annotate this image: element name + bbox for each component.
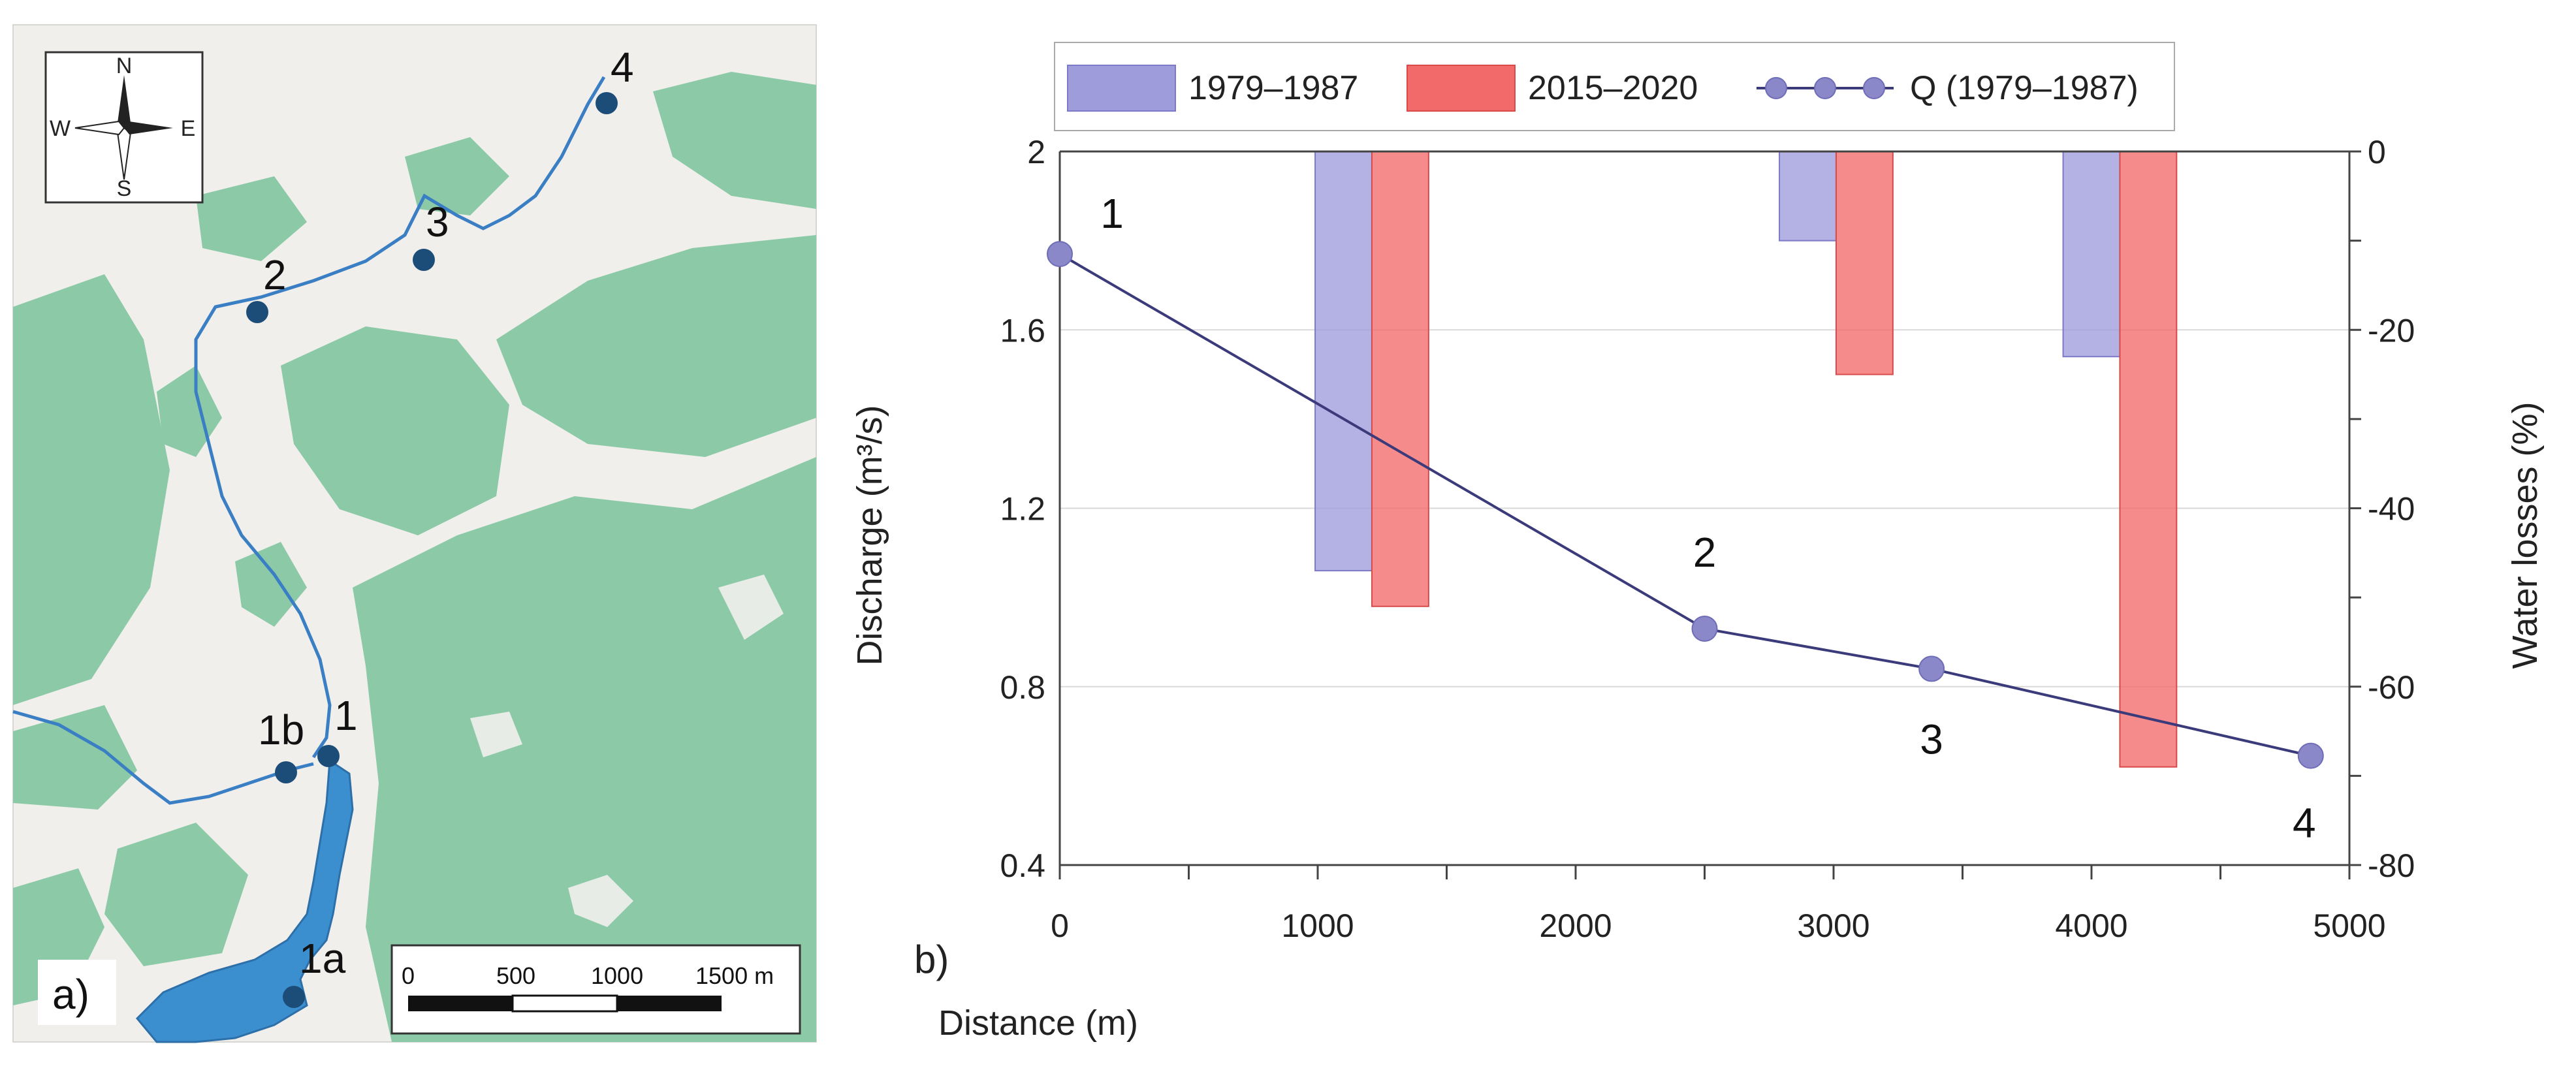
compass-north-arrow: [118, 75, 131, 128]
discharge-polyline: [1058, 253, 2312, 757]
compass-s: S: [117, 176, 132, 201]
chart-panel: 1979–1987 2015–2020 Q (1979–1987) 1 2 3 4 0…: [829, 0, 2576, 1069]
y-left-tick-label: 0.8: [1000, 669, 1045, 706]
svg-text:a): a): [52, 971, 89, 1018]
bars: [1314, 151, 2178, 768]
point-4-marker: [596, 92, 618, 114]
y-right-tick-label: -60: [2368, 669, 2415, 706]
y-axis-left-title: Discharge (m³/s): [850, 405, 889, 665]
legend-label-2015-2020: 2015–2020: [1528, 69, 1698, 107]
scale-tick-1000: 1000: [591, 962, 643, 989]
legend-label-q: Q (1979–1987): [1910, 69, 2139, 107]
axes: [1058, 150, 2361, 879]
x-tick-label: 1000: [1281, 907, 1354, 944]
point-1a-marker: [283, 986, 305, 1008]
compass-n: N: [116, 54, 133, 78]
y-right-tick-label: -80: [2368, 847, 2415, 884]
legend-marker-q: [1765, 77, 1787, 99]
y-right-tick-label: -40: [2368, 491, 2415, 528]
chart-panel-label: b): [914, 938, 949, 981]
y-right-tick-label: 0: [2368, 134, 2386, 170]
legend-label-1979-1987: 1979–1987: [1188, 69, 1358, 107]
point-1-marker: [317, 745, 340, 767]
map-panel-label: a): [38, 960, 116, 1025]
sampling-points: [246, 92, 618, 1008]
legend-marker-q: [1863, 77, 1885, 99]
river-tributary: [12, 710, 314, 805]
point-labels: 1 1b 1a 2 3 4: [258, 44, 634, 982]
discharge-point-4: [2297, 742, 2324, 769]
discharge-point-2: [1691, 615, 1718, 642]
clearings: [470, 575, 784, 927]
legend-swatch-1979-1987: [1067, 65, 1176, 112]
point-1a-label: 1a: [299, 935, 346, 982]
x-tick-label: 3000: [1797, 907, 1869, 944]
point-2-label: 2: [263, 251, 287, 298]
legend-marker-q: [1814, 77, 1836, 99]
x-tick-label: 2000: [1539, 907, 1612, 944]
y-left-tick-label: 1.2: [1000, 491, 1045, 528]
chart-point-labels: 1 2 3 4: [1100, 190, 2315, 847]
point-3-label: 3: [426, 198, 449, 245]
chart-svg: 1979–1987 2015–2020 Q (1979–1987) 1 2 3 4 0…: [850, 42, 2545, 1043]
forest-areas: [13, 72, 816, 1042]
scale-tick-500: 500: [496, 962, 535, 989]
legend-box: [1054, 42, 2175, 131]
legend-swatch-2015-2020: [1407, 65, 1516, 112]
bar-1979-1987-0: [1314, 151, 1373, 572]
y-left-tick-label: 2: [1027, 134, 1045, 170]
x-tick-label: 4000: [2055, 907, 2127, 944]
compass-e: E: [181, 116, 196, 141]
bar-2015-2020-2: [2119, 151, 2178, 768]
x-axis-title: Distance (m): [938, 1003, 1138, 1043]
x-tick-label: 5000: [2313, 907, 2385, 944]
compass-rose: N S E W: [44, 51, 204, 204]
bar-2015-2020-0: [1371, 151, 1429, 607]
discharge-line: [1047, 241, 2324, 769]
compass-w: W: [50, 116, 71, 141]
x-tick-label: 0: [1051, 907, 1069, 944]
scale-bar: 0 500 1000 1500 m: [390, 944, 801, 1035]
bar-1979-1987-2: [2062, 151, 2121, 358]
chart-point-label-1: 1: [1100, 190, 1124, 237]
bar-1979-1987-1: [1779, 151, 1837, 242]
y-right-tick-label: -20: [2368, 312, 2415, 349]
scale-tick-0: 0: [402, 962, 415, 989]
bar-2015-2020-1: [1835, 151, 1894, 375]
y-left-tick-label: 0.4: [1000, 847, 1045, 884]
discharge-point-1: [1047, 241, 1073, 268]
y-axis-right-title: Water losses (%): [2505, 402, 2545, 669]
reservoir: [135, 759, 354, 1043]
point-2-marker: [246, 301, 268, 323]
point-1-label: 1: [334, 692, 358, 739]
river-main: [194, 76, 606, 759]
point-1b-marker: [275, 761, 297, 783]
point-4-label: 4: [611, 44, 634, 91]
legend: 1979–1987 2015–2020 Q (1979–1987): [1054, 42, 2175, 131]
chart-point-label-2: 2: [1693, 529, 1717, 576]
discharge-point-3: [1918, 655, 1945, 682]
point-1b-label: 1b: [258, 706, 304, 753]
tick-labels: 0.4 0.8 1.2 1.6 2 -80 -60 -40 -20 0 0 1000 2000 3000 4…: [1000, 134, 2415, 944]
scale-tick-1500: 1500 m: [695, 962, 774, 989]
y-left-tick-label: 1.6: [1000, 312, 1045, 349]
chart-point-label-4: 4: [2293, 800, 2316, 847]
map-panel: N S E W 1 1b 1a 2 3 4 0: [0, 0, 829, 1069]
point-3-marker: [413, 249, 435, 271]
map-svg: N S E W 1 1b 1a 2 3 4 0: [12, 24, 817, 1043]
chart-point-label-3: 3: [1920, 716, 1943, 763]
